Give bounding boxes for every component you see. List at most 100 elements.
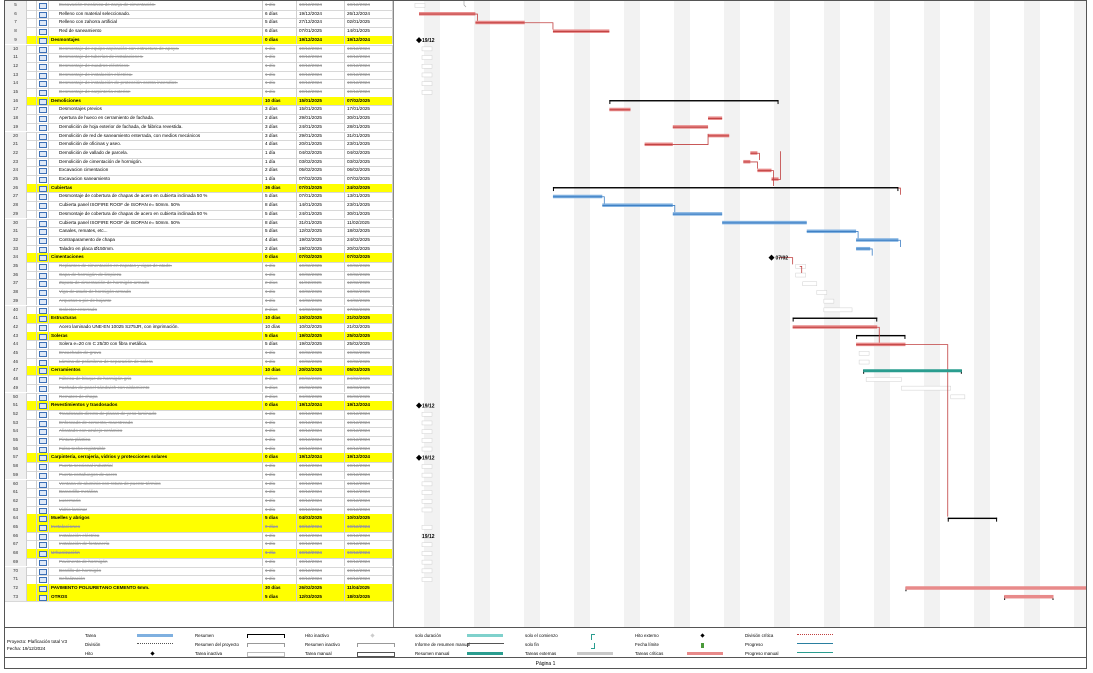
task-duration: 36 días — [263, 183, 297, 193]
task-row[interactable]: 73 OTROS 5 días 12/03/2025 18/03/2025 — [5, 592, 393, 602]
task-name: Arquetas a pie de bajante — [49, 296, 263, 306]
task-row[interactable]: 52 Trasdosado directo de placas de yeso l… — [5, 409, 393, 419]
task-name: OTROS — [49, 592, 263, 602]
dependency-link — [898, 239, 901, 247]
task-row[interactable]: 54 Alicatado con azulejo cerámico 1 día 19/… — [5, 427, 393, 436]
task-row[interactable]: 20 Demolición de red de saneamiento enter… — [5, 131, 393, 141]
task-mode-icon — [37, 209, 49, 219]
row-divider — [5, 244, 393, 246]
task-row[interactable]: 8 Red de saneamiento 6 días 07/01/2025 14/01… — [5, 27, 393, 36]
task-row[interactable]: 72 PAVIMENTO POLIURETANO CEMENTO 6mm. 30 d… — [5, 583, 393, 593]
task-row[interactable]: 64 Muelles y abrigos 5 días 04/03/2025 10/03… — [5, 514, 393, 523]
task-row[interactable]: 15 Desmontaje de carpintería exterior. 1 d… — [5, 88, 393, 97]
task-row[interactable]: 61 Barandilla metálica 1 día 19/12/2024 19/1… — [5, 488, 393, 497]
task-row[interactable]: 12 Desmontaje de cuadros eléctricos. 1 día… — [5, 61, 393, 71]
task-duration: 3 días — [263, 131, 297, 141]
row-divider — [5, 27, 393, 29]
task-row[interactable]: 11 Desmontaje de tuberías de instalacione… — [5, 53, 393, 62]
task-row[interactable]: 32 Contraparamento de chapa 4 días 19/02/20… — [5, 235, 393, 245]
row-divider — [5, 105, 393, 107]
task-row[interactable]: 37 Zapata de cimentación de hormigón arma… — [5, 279, 393, 289]
task-row[interactable]: 59 Puerta cortafuegos de acero 1 día 19/12/… — [5, 470, 393, 480]
task-row[interactable]: 51 Revestimientos y trasdosados 0 días 19/1… — [5, 401, 393, 410]
task-row[interactable]: 70 Bordillo de hormigón 1 día 19/12/2024 19/… — [5, 566, 393, 576]
task-row[interactable]: 66 Instalación eléctrica 1 día 19/12/2024 19… — [5, 531, 393, 541]
task-row[interactable]: 18 Apertura de hueco en cerramiento de fa… — [5, 114, 393, 123]
task-row[interactable]: 71 Señalización 1 día 19/12/2024 19/12/2024 — [5, 575, 393, 584]
task-row[interactable]: 17 Desmontajes previos 3 días 15/01/2025 17/… — [5, 105, 393, 115]
task-row[interactable]: 58 Puerta seccional industrial 1 día 19/12/… — [5, 462, 393, 471]
task-mode-icon — [37, 18, 49, 28]
task-row[interactable]: 24 Excavacion cimentacion 2 días 05/02/2025… — [5, 166, 393, 175]
task-row[interactable]: 63 Vidrio laminar 1 día 19/12/2024 19/12/202… — [5, 505, 393, 515]
task-row[interactable]: 39 Arquetas a pie de bajante 1 día 14/02/20… — [5, 296, 393, 306]
critical-task-bar — [905, 586, 1086, 590]
task-duration: 1 día — [263, 557, 297, 567]
task-row[interactable]: 21 Demolición de oficinas y aseo. 4 días 20… — [5, 140, 393, 149]
task-row[interactable]: 16 Demoliciones 10 días 15/01/2025 07/02/202… — [5, 96, 393, 106]
task-row[interactable]: 50 Remates de chapa 2 días 04/03/2025 05/03/… — [5, 392, 393, 402]
task-row[interactable]: 25 Excavacion saneamiento 1 día 07/02/2025 0… — [5, 175, 393, 184]
task-row[interactable]: 30 Cubierta panel ISOFIRE ROOF de ISOPAN … — [5, 218, 393, 228]
task-id: 5 — [5, 1, 27, 10]
task-row[interactable]: 34 Cimentaciones 0 días 07/02/2025 07/02/202… — [5, 253, 393, 262]
task-id: 50 — [5, 392, 27, 402]
task-row[interactable]: 40 Colector enterrado 2 días 14/02/2025 17/0… — [5, 305, 393, 315]
task-name: Taladro en placa Ø150mm. — [49, 244, 263, 254]
task-start: 19/12/2024 — [297, 470, 345, 480]
task-row[interactable]: 14 Desmontaje de instalación de protecció… — [5, 79, 393, 88]
task-row[interactable]: 13 Desmontaje de instalación eléctrica. 1 … — [5, 70, 393, 80]
task-row[interactable]: 49 Fachada de panel sándwich con aislamie… — [5, 383, 393, 393]
task-row[interactable]: 46 Lámina de polietileno de separación de… — [5, 357, 393, 367]
task-row[interactable]: 6 Relleno con material seleccionado. 6 día… — [5, 9, 393, 19]
indicator-cell — [27, 366, 37, 376]
task-row[interactable]: 47 Cerramientos 10 días 20/02/2025 05/03/202… — [5, 366, 393, 376]
task-name: Replanteo de cimentación en zapatas y vi… — [49, 262, 263, 271]
task-name: PAVIMENTO POLIURETANO CEMENTO 6mm. — [49, 583, 263, 593]
task-row[interactable]: 36 Capa de hormigón de limpieza 1 día 10/02… — [5, 270, 393, 280]
task-row[interactable]: 42 Acero laminado UNE-EN 10025 S275JR, co… — [5, 322, 393, 332]
task-row[interactable]: 41 Estructuras 10 días 10/02/2025 21/02/2025 — [5, 314, 393, 323]
task-row[interactable]: 38 Viga de atado de hormigón armado 1 día 1… — [5, 288, 393, 297]
inactive-task-bar — [421, 64, 433, 69]
task-row[interactable]: 19 Demolición de hoja exterior de fachada… — [5, 122, 393, 132]
task-row[interactable]: 53 Enfoscado de cemento, maestreado 1 día 1… — [5, 418, 393, 428]
task-row[interactable]: 43 Soleras 5 días 19/02/2025 25/02/2025 — [5, 331, 393, 341]
task-row[interactable]: 65 Instalaciones 0 días 19/12/2024 19/12/202… — [5, 523, 393, 532]
task-row[interactable]: 29 Desmontaje de cobertura de chapas de a… — [5, 209, 393, 219]
legend-symbol — [591, 634, 595, 640]
task-row[interactable]: 35 Replanteo de cimentación en zapatas y … — [5, 262, 393, 271]
task-duration: 1 día — [263, 566, 297, 576]
task-row[interactable]: 33 Taladro en placa Ø150mm. 2 días 19/02/20… — [5, 244, 393, 254]
task-row[interactable]: 48 Fábrica de bloque de hormigón gris 3 dí… — [5, 375, 393, 384]
task-row[interactable]: 27 Desmontaje de cobertura de chapas de a… — [5, 192, 393, 202]
task-row[interactable]: 55 Pintura plástica 1 día 19/12/2024 19/12/2… — [5, 436, 393, 445]
dependency-link — [524, 22, 554, 30]
task-row[interactable]: 26 Cubiertas 36 días 07/01/2025 24/02/2025 — [5, 183, 393, 193]
task-row[interactable]: 56 Falso techo registrable 1 día 19/12/2024… — [5, 444, 393, 454]
task-row[interactable]: 10 Desmontaje de equipo aspiración con es… — [5, 44, 393, 54]
task-row[interactable]: 60 Ventana de aluminio con rotura de puen… — [5, 479, 393, 489]
task-row[interactable]: 45 Encachado de grava 1 día 19/02/2025 19/02… — [5, 349, 393, 358]
task-row[interactable]: 9 Desmontajes 0 días 19/12/2024 19/12/2024 — [5, 35, 393, 45]
task-row[interactable]: 69 Pavimento de hormigón 1 día 19/12/2024 19… — [5, 557, 393, 567]
task-row[interactable]: 5 Excavación mecánica de zanja de cimenta… — [5, 1, 393, 10]
task-row[interactable]: 22 Demolición de vallado de parcela. 1 día… — [5, 148, 393, 158]
task-row[interactable]: 7 Relleno con zahorra artificial 5 días 27/… — [5, 18, 393, 28]
task-id: 60 — [5, 479, 27, 489]
task-mode-icon — [37, 1, 49, 10]
task-row[interactable]: 28 Cubierta panel ISOFIRE ROOF de ISOPAN … — [5, 201, 393, 210]
task-name: Lucernario — [49, 496, 263, 506]
task-row[interactable]: 31 Canales, remates, etc... 5 días 12/02/20… — [5, 227, 393, 236]
task-row[interactable]: 67 Instalación de fontanería 1 día 19/12/20… — [5, 540, 393, 550]
task-row[interactable]: 57 Carpintería, cerrajería, vidrios y pro… — [5, 453, 393, 463]
legend-symbol — [247, 643, 285, 647]
indicator-cell — [27, 140, 37, 149]
task-row[interactable]: 23 Demolición de cimentación de hormigón.… — [5, 157, 393, 167]
indicator-cell — [27, 479, 37, 489]
task-id: 44 — [5, 340, 27, 349]
summary-bracket-start — [856, 334, 858, 339]
task-row[interactable]: 44 Solera e=20 cm C 25/30 con fibra metál… — [5, 340, 393, 349]
task-row[interactable]: 68 Urbanización 1 día 19/12/2024 19/12/2024 — [5, 549, 393, 558]
task-row[interactable]: 62 Lucernario 1 día 19/12/2024 19/12/2024 — [5, 496, 393, 506]
